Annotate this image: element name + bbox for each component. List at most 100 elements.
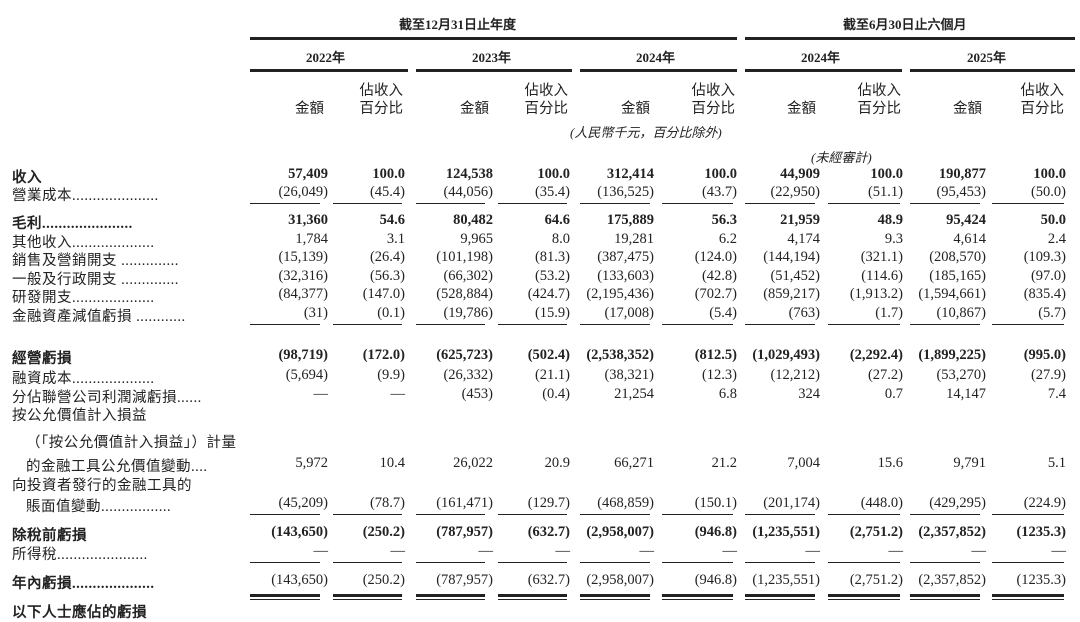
- cell-percent: (632.7): [527, 524, 570, 540]
- double-rule-thin: [498, 599, 567, 600]
- cell-percent: (5.4): [709, 305, 737, 321]
- cell-amount: 190,877: [938, 166, 986, 182]
- cell-percent: 100.0: [372, 166, 405, 182]
- row-label: 以下人士應佔的虧損: [12, 605, 147, 621]
- cell-amount: 44,909: [780, 166, 820, 182]
- cell-percent: (2,751.2): [849, 524, 903, 540]
- subtotal-rule: [745, 324, 815, 325]
- cell-percent: (26.4): [369, 249, 405, 265]
- cell-percent: 9.3: [884, 231, 903, 247]
- cell-amount: (429,295): [929, 495, 986, 511]
- cell-amount: (1,029,493): [752, 347, 820, 363]
- row-label: 年內虧損....................: [12, 576, 155, 592]
- cell-percent: (147.0): [362, 286, 405, 302]
- cell-amount: (19,786): [443, 305, 493, 321]
- cell-amount: (98,719): [278, 347, 328, 363]
- cell-amount: (32,316): [278, 268, 328, 284]
- cell-percent: 56.3: [711, 212, 737, 228]
- double-rule-thin: [828, 599, 900, 600]
- cell-percent: (1235.3): [1016, 572, 1066, 588]
- subtotal-rule: [580, 203, 650, 204]
- cell-percent: (15.9): [534, 305, 570, 321]
- subtotal-rule: [828, 562, 900, 563]
- subtotal-rule: [333, 203, 402, 204]
- cell-amount: (468,859): [597, 495, 654, 511]
- cell-amount: (763): [788, 305, 820, 321]
- cell-amount: —: [478, 543, 494, 559]
- cell-percent: 100.0: [537, 166, 570, 182]
- year-rule: [580, 69, 737, 72]
- column-header-pct-line1: 佔收入: [691, 83, 736, 99]
- cell-amount: —: [313, 543, 329, 559]
- cell-amount: 4,614: [953, 231, 986, 247]
- cell-percent: (702.7): [694, 286, 737, 302]
- column-header-amount: 金額: [621, 101, 650, 117]
- cell-amount: 324: [798, 386, 820, 402]
- cell-amount: (453): [461, 386, 493, 402]
- cell-amount: 14,147: [946, 386, 986, 402]
- double-rule-thin: [745, 599, 815, 600]
- cell-percent: (45.4): [369, 184, 405, 200]
- cell-percent: (321.1): [860, 249, 903, 265]
- cell-percent: (502.4): [527, 347, 570, 363]
- row-label: 賬面值變動.................: [26, 499, 172, 515]
- cell-percent: (27.2): [867, 367, 903, 383]
- subtotal-rule: [992, 324, 1064, 325]
- subtotal-rule: [992, 514, 1064, 515]
- subtotal-rule: [580, 562, 650, 563]
- double-rule-thin: [992, 599, 1064, 600]
- cell-percent: —: [390, 543, 406, 559]
- cell-amount: (95,453): [936, 184, 986, 200]
- cell-amount: (10,867): [936, 305, 986, 321]
- cell-percent: (42.8): [701, 268, 737, 284]
- row-label: 所得稅......................: [12, 547, 148, 563]
- double-rule-thin: [416, 599, 485, 600]
- cell-percent: 7.4: [1047, 386, 1066, 402]
- subtotal-rule: [250, 203, 320, 204]
- cell-percent: (9.9): [377, 367, 405, 383]
- subtotal-rule: [498, 514, 567, 515]
- row-label: 營業成本.....................: [12, 188, 159, 204]
- subtotal-rule: [910, 203, 980, 204]
- cell-amount: (2,357,852): [918, 572, 986, 588]
- cell-amount: 312,414: [606, 166, 654, 182]
- subtotal-rule: [828, 324, 900, 325]
- cell-amount: (1,899,225): [918, 347, 986, 363]
- year-2023: 2023年: [472, 50, 512, 65]
- cell-percent: (78.7): [369, 495, 405, 511]
- cell-percent: (632.7): [527, 572, 570, 588]
- cell-amount: 5,972: [295, 455, 328, 471]
- column-header-pct-line2: 百分比: [691, 101, 736, 117]
- cell-amount: 1,784: [295, 231, 328, 247]
- cell-percent: 15.6: [877, 455, 903, 471]
- cell-amount: (44,056): [443, 184, 493, 200]
- column-header-pct-line2: 百分比: [857, 101, 902, 117]
- subtotal-rule: [745, 562, 815, 563]
- cell-amount: (38,321): [604, 367, 654, 383]
- cell-percent: (43.7): [701, 184, 737, 200]
- cell-amount: (2,958,007): [586, 524, 654, 540]
- double-rule-thin: [333, 599, 402, 600]
- cell-amount: —: [639, 543, 655, 559]
- cell-amount: (2,538,352): [586, 347, 654, 363]
- header-group-fiscal-year: 截至12月31日止年度: [399, 17, 517, 32]
- row-label: 一般及行政開支 ..............: [12, 272, 179, 288]
- cell-percent: —: [722, 543, 738, 559]
- cell-percent: (1,913.2): [849, 286, 903, 302]
- header-rule: [250, 37, 737, 40]
- double-rule-thin: [662, 599, 733, 600]
- column-header-amount: 金額: [295, 101, 324, 117]
- cell-percent: (114.6): [861, 268, 903, 284]
- year-2024-h1: 2024年: [801, 50, 841, 65]
- cell-percent: (835.4): [1023, 286, 1066, 302]
- cell-percent: (946.8): [694, 572, 737, 588]
- row-label: 研發開支....................: [12, 290, 155, 306]
- cell-percent: (35.4): [534, 184, 570, 200]
- cell-amount: (66,302): [443, 268, 493, 284]
- cell-amount: (387,475): [597, 249, 654, 265]
- subtotal-rule: [333, 514, 402, 515]
- subtotal-rule: [828, 203, 900, 204]
- cell-amount: 4,174: [787, 231, 820, 247]
- cell-percent: 3.1: [386, 231, 405, 247]
- double-rule-thin: [580, 599, 650, 600]
